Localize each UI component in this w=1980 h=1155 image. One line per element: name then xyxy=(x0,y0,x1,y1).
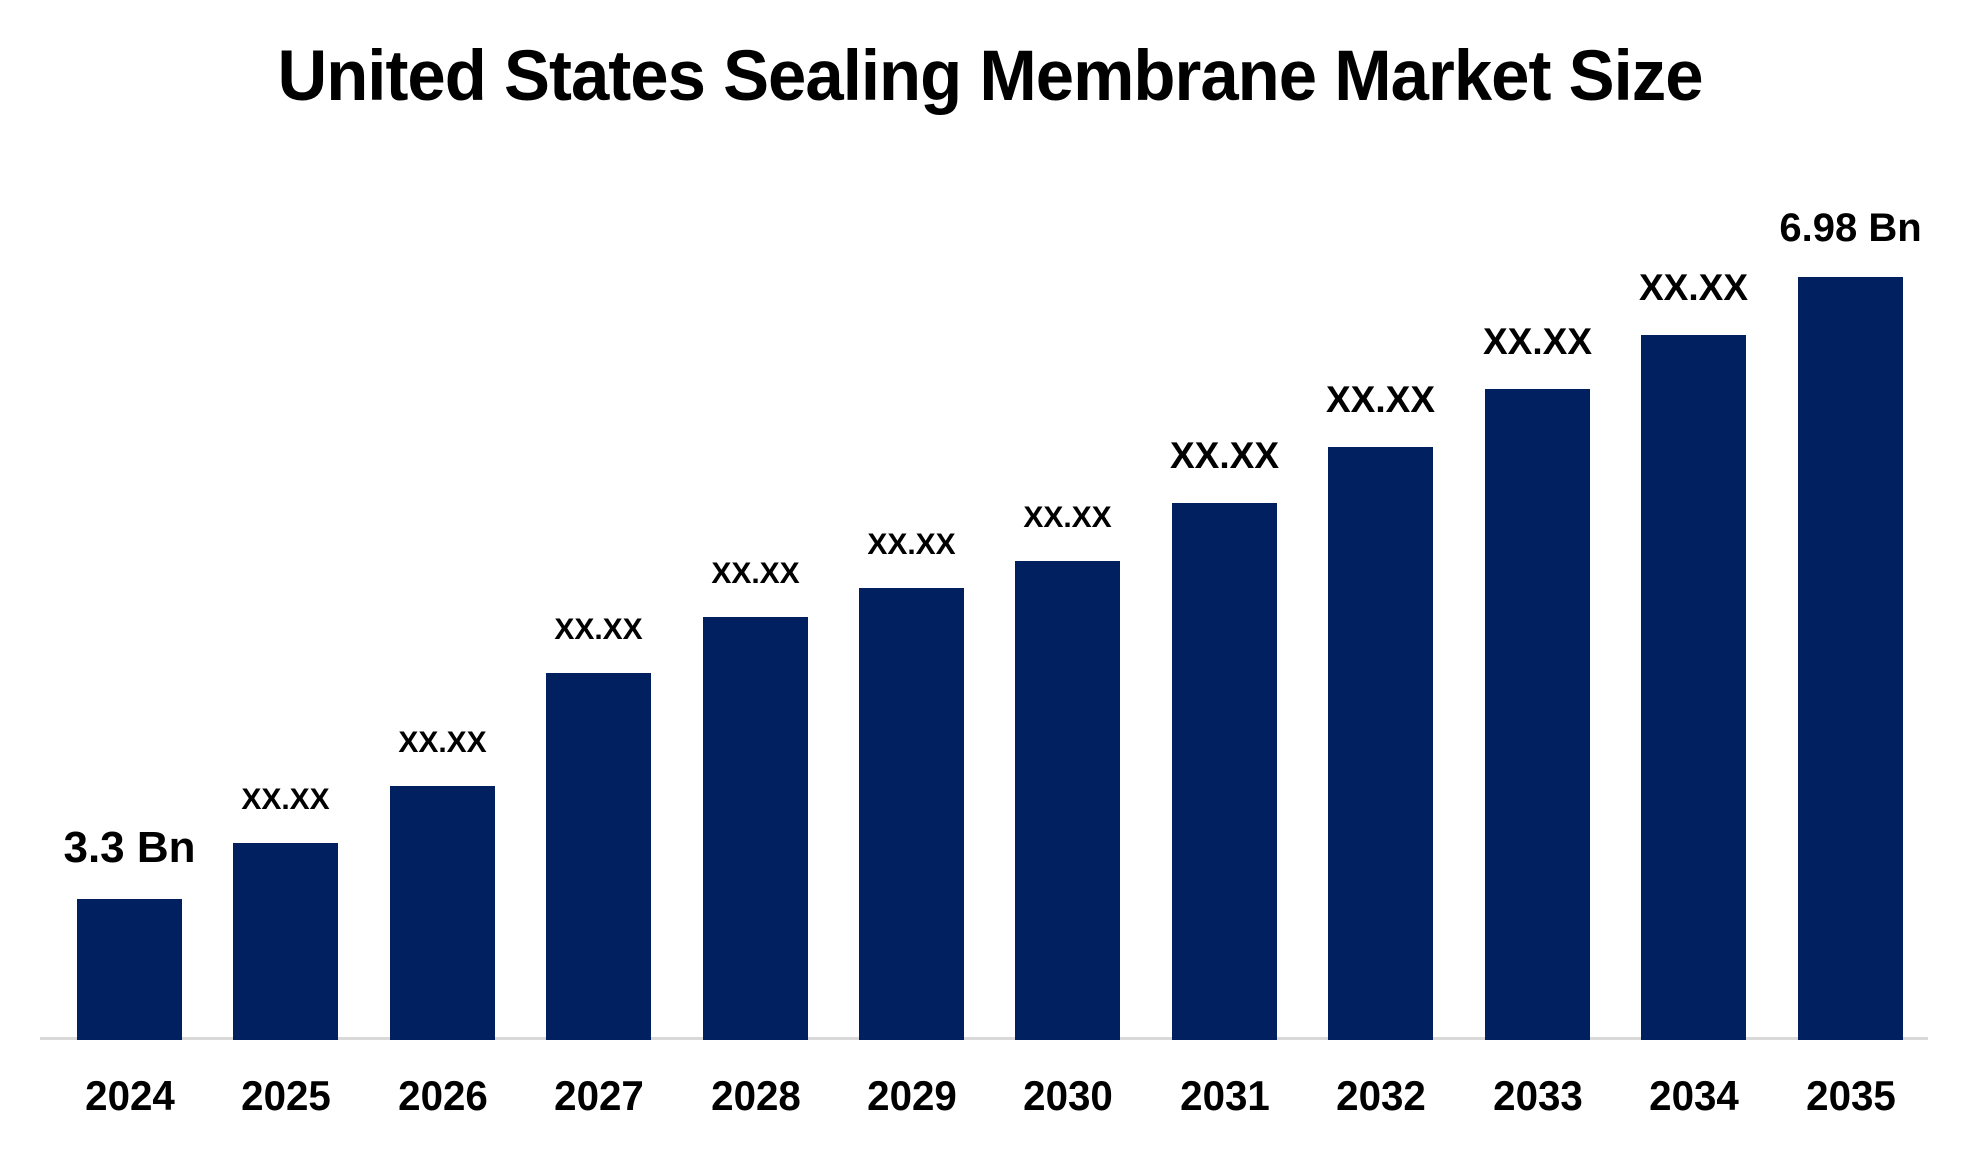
x-tick-2032: 2032 xyxy=(1335,1072,1426,1119)
bar-2024 xyxy=(77,899,182,1040)
value-label-2030: XX.XX xyxy=(1023,501,1112,534)
value-label-2031: XX.XX xyxy=(1170,435,1279,476)
value-label-2033: XX.XX xyxy=(1483,321,1592,362)
x-tick-2029: 2029 xyxy=(866,1072,957,1119)
x-tick-2025: 2025 xyxy=(240,1072,331,1119)
bar-2032 xyxy=(1328,447,1433,1040)
value-label-2025: XX.XX xyxy=(241,783,330,816)
value-label-2034: XX.XX xyxy=(1639,267,1748,308)
x-tick-2027: 2027 xyxy=(553,1072,644,1119)
x-tick-2028: 2028 xyxy=(710,1072,801,1119)
x-tick-2033: 2033 xyxy=(1492,1072,1583,1119)
x-tick-2024: 2024 xyxy=(84,1072,175,1119)
value-label-2029: XX.XX xyxy=(867,528,956,561)
value-label-2028: XX.XX xyxy=(711,557,800,590)
bar-2031 xyxy=(1172,503,1277,1040)
bar-2025 xyxy=(233,843,338,1040)
x-tick-2026: 2026 xyxy=(397,1072,488,1119)
bar-2030 xyxy=(1015,561,1120,1040)
value-label-2032: XX.XX xyxy=(1326,379,1435,420)
bar-2027 xyxy=(546,673,651,1040)
x-tick-2030: 2030 xyxy=(1022,1072,1113,1119)
x-tick-2034: 2034 xyxy=(1648,1072,1739,1119)
chart-title: United States Sealing Membrane Market Si… xyxy=(277,37,1703,116)
bar-2034 xyxy=(1641,335,1746,1040)
value-label-2035: 6.98 Bn xyxy=(1779,206,1922,250)
x-tick-2031: 2031 xyxy=(1179,1072,1270,1119)
bar-2026 xyxy=(390,786,495,1040)
bar-2029 xyxy=(859,588,964,1040)
bar-2028 xyxy=(703,617,808,1040)
x-axis-line xyxy=(40,1037,1928,1040)
value-label-2024: 3.3 Bn xyxy=(63,823,196,872)
value-label-2026: XX.XX xyxy=(398,726,487,759)
value-label-2027: XX.XX xyxy=(554,613,643,646)
bar-2033 xyxy=(1485,389,1590,1040)
bar-2035 xyxy=(1798,277,1903,1040)
x-tick-2035: 2035 xyxy=(1805,1072,1896,1119)
